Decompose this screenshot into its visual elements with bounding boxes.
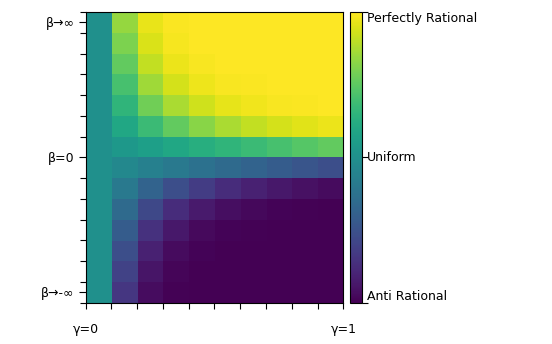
Text: Uniform: Uniform bbox=[367, 151, 417, 164]
Text: γ=0: γ=0 bbox=[72, 323, 99, 336]
Text: Perfectly Rational: Perfectly Rational bbox=[367, 12, 477, 25]
Text: Anti Rational: Anti Rational bbox=[367, 290, 448, 303]
Text: γ=1: γ=1 bbox=[330, 323, 357, 336]
